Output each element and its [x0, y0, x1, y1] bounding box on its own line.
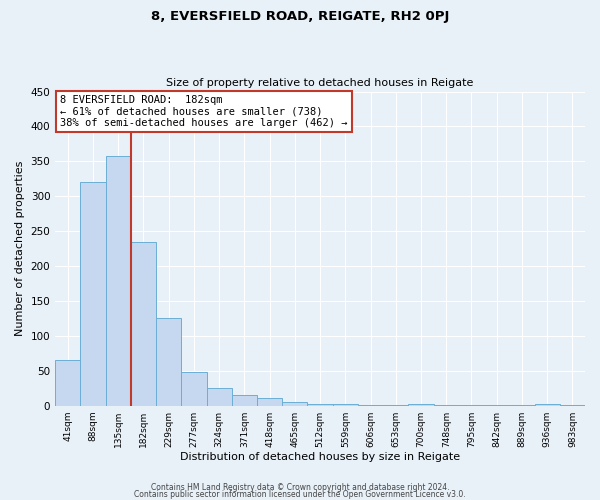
Bar: [358, 405, 383, 406]
Bar: [181, 372, 206, 406]
Bar: [509, 405, 535, 406]
Bar: [257, 398, 282, 406]
Bar: [232, 394, 257, 406]
Bar: [282, 402, 307, 406]
Bar: [307, 404, 332, 406]
Bar: [434, 405, 459, 406]
Bar: [535, 404, 560, 406]
X-axis label: Distribution of detached houses by size in Reigate: Distribution of detached houses by size …: [180, 452, 460, 462]
Bar: [459, 405, 484, 406]
Text: Contains HM Land Registry data © Crown copyright and database right 2024.: Contains HM Land Registry data © Crown c…: [151, 484, 449, 492]
Text: 8 EVERSFIELD ROAD:  182sqm
← 61% of detached houses are smaller (738)
38% of sem: 8 EVERSFIELD ROAD: 182sqm ← 61% of detac…: [61, 94, 348, 128]
Bar: [156, 318, 181, 406]
Bar: [383, 405, 409, 406]
Bar: [55, 360, 80, 406]
Bar: [131, 242, 156, 406]
Bar: [332, 404, 358, 406]
Y-axis label: Number of detached properties: Number of detached properties: [15, 161, 25, 336]
Bar: [560, 405, 585, 406]
Text: 8, EVERSFIELD ROAD, REIGATE, RH2 0PJ: 8, EVERSFIELD ROAD, REIGATE, RH2 0PJ: [151, 10, 449, 23]
Bar: [206, 388, 232, 406]
Bar: [409, 404, 434, 406]
Text: Contains public sector information licensed under the Open Government Licence v3: Contains public sector information licen…: [134, 490, 466, 499]
Bar: [106, 156, 131, 406]
Title: Size of property relative to detached houses in Reigate: Size of property relative to detached ho…: [166, 78, 474, 88]
Bar: [80, 182, 106, 406]
Bar: [484, 405, 509, 406]
